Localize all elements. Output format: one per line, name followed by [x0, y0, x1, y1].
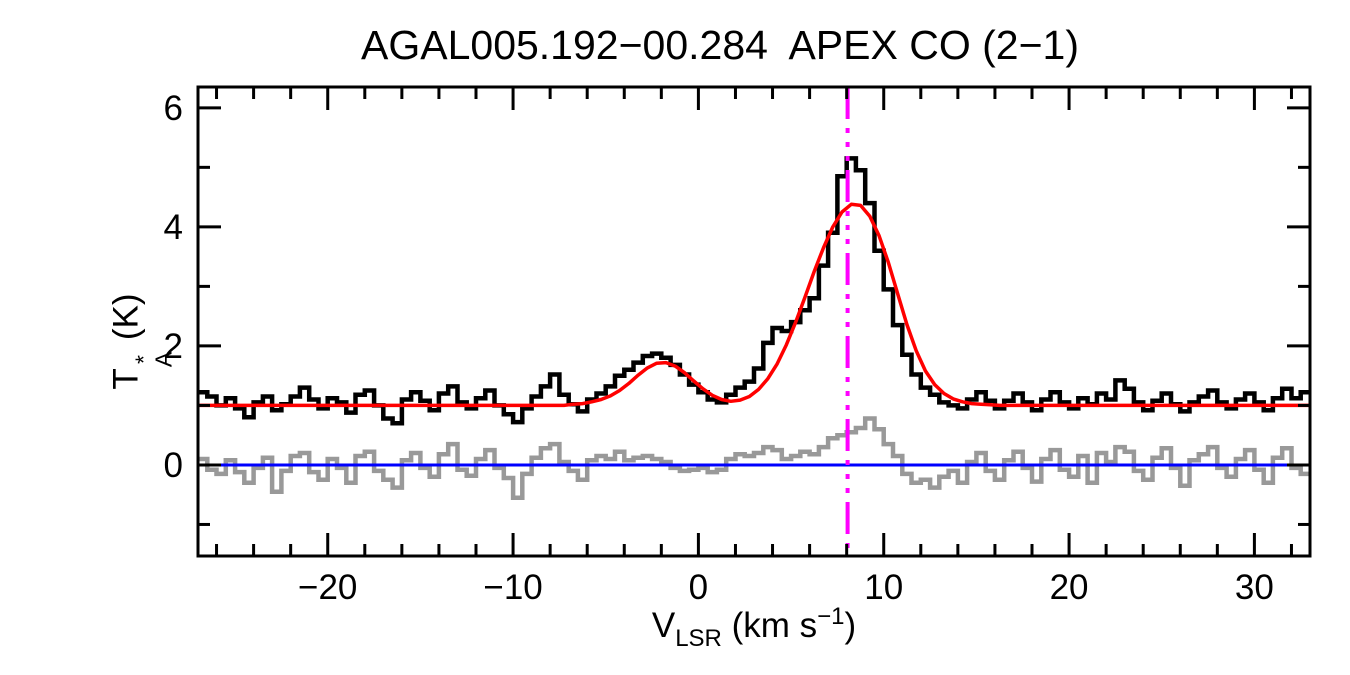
y-axis-label-quantity: T — [106, 368, 146, 390]
y-axis-label-unit: (K) — [106, 293, 146, 350]
x-axis-label-subscript: LSR — [675, 625, 722, 652]
x-tick-label: −20 — [298, 568, 357, 607]
residual-histogram — [198, 416, 1310, 500]
x-axis-label-exponent: −1 — [817, 603, 845, 630]
plot-frame — [196, 85, 1312, 558]
x-tick-label: 20 — [1050, 568, 1089, 607]
x-axis-label-unit-close: ) — [844, 606, 857, 645]
x-tick-label: 0 — [689, 568, 708, 607]
y-tick-label: 0 — [164, 446, 183, 485]
gaussian-fit-curve — [198, 202, 1310, 408]
y-axis-label-subscript: A — [150, 351, 177, 368]
y-axis-label: T * A (K) — [106, 232, 177, 452]
plot-title: AGAL005.192−00.284 APEX CO (2−1) — [361, 22, 1079, 68]
x-axis-label-unit: (km s — [721, 606, 818, 645]
x-tick-label: 10 — [864, 568, 903, 607]
y-tick-label: 2 — [164, 327, 183, 366]
spectrum-histogram — [198, 156, 1310, 426]
y-tick-label: 4 — [164, 208, 183, 247]
y-tick-label: 6 — [164, 89, 183, 128]
x-axis-label: VLSR (km s−1) — [198, 603, 1310, 651]
x-axis-label-quantity: V — [651, 606, 676, 645]
x-tick-label: 30 — [1235, 568, 1274, 607]
y-axis-label-scripts: * A — [131, 351, 177, 368]
x-tick-label: −10 — [483, 568, 542, 607]
